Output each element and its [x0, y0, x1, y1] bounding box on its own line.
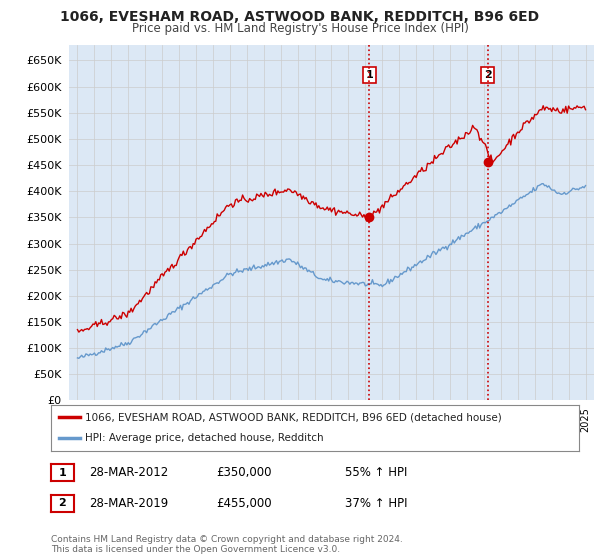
Text: 1066, EVESHAM ROAD, ASTWOOD BANK, REDDITCH, B96 6ED: 1066, EVESHAM ROAD, ASTWOOD BANK, REDDIT…: [61, 10, 539, 24]
Text: 55% ↑ HPI: 55% ↑ HPI: [345, 466, 407, 479]
Text: 2: 2: [484, 70, 491, 80]
Text: Contains HM Land Registry data © Crown copyright and database right 2024.
This d: Contains HM Land Registry data © Crown c…: [51, 535, 403, 554]
Text: 2: 2: [59, 498, 66, 508]
Text: HPI: Average price, detached house, Redditch: HPI: Average price, detached house, Redd…: [85, 433, 324, 444]
Text: 37% ↑ HPI: 37% ↑ HPI: [345, 497, 407, 510]
Text: £350,000: £350,000: [216, 466, 271, 479]
Text: £455,000: £455,000: [216, 497, 272, 510]
Text: 1: 1: [365, 70, 373, 80]
Text: 1: 1: [59, 468, 66, 478]
Text: 1066, EVESHAM ROAD, ASTWOOD BANK, REDDITCH, B96 6ED (detached house): 1066, EVESHAM ROAD, ASTWOOD BANK, REDDIT…: [85, 412, 502, 422]
Text: 28-MAR-2019: 28-MAR-2019: [89, 497, 168, 510]
Text: 28-MAR-2012: 28-MAR-2012: [89, 466, 168, 479]
Text: Price paid vs. HM Land Registry's House Price Index (HPI): Price paid vs. HM Land Registry's House …: [131, 22, 469, 35]
